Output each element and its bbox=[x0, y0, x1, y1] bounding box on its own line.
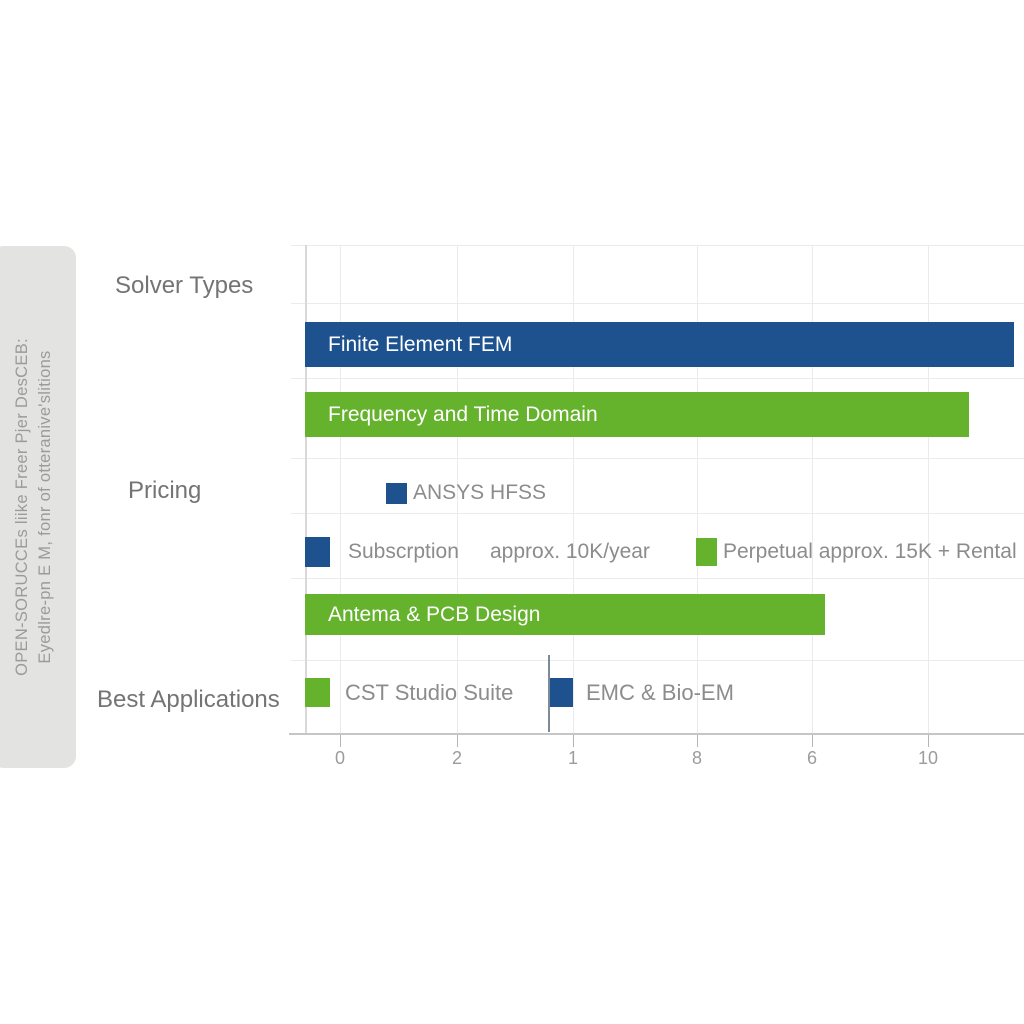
note-line-2: Eyedlre-pn E M, fonr of otteranive'sliti… bbox=[36, 350, 54, 664]
x-tick-mark bbox=[812, 735, 813, 747]
legend-label-emc-bio-em: EMC & Bio-EM bbox=[586, 680, 734, 705]
legend-swatch-emc-bio-em bbox=[550, 678, 573, 707]
gridline-horizontal bbox=[291, 303, 1024, 304]
row-label-pricing: Pricing bbox=[128, 477, 202, 504]
legend-detail-subscription: approx. 10K/year bbox=[490, 540, 650, 563]
x-axis-line bbox=[289, 733, 1024, 735]
legend-label-cst-studio-suite: CST Studio Suite bbox=[345, 680, 514, 705]
x-tick-mark bbox=[457, 735, 458, 747]
bar-label: Finite Element FEM bbox=[328, 332, 513, 356]
x-tick-mark bbox=[340, 735, 341, 747]
x-tick-label: 2 bbox=[451, 748, 462, 768]
x-tick-label: 6 bbox=[806, 748, 817, 768]
x-tick-mark bbox=[573, 735, 574, 747]
x-tick-mark bbox=[697, 735, 698, 747]
legend-swatch-ansys-hfss bbox=[386, 483, 407, 504]
legend-swatch-cst-studio-suite bbox=[305, 678, 330, 707]
gridline-horizontal bbox=[291, 578, 1024, 579]
gridline-horizontal bbox=[291, 245, 1024, 246]
x-tick-mark bbox=[928, 735, 929, 747]
bar-finite-element-fem: Finite Element FEM bbox=[305, 322, 1014, 367]
gridline-vertical bbox=[697, 245, 698, 733]
y-axis-line bbox=[305, 245, 307, 734]
note-line-1: OPEN-SORUCCEs liike Freer Pjer DesCEB: bbox=[13, 338, 31, 676]
legend-swatch-subscription bbox=[305, 537, 330, 567]
gridline-vertical bbox=[340, 245, 341, 733]
gridline-segment-dark bbox=[548, 655, 550, 732]
legend-label-subscription: Subscrption bbox=[348, 540, 459, 563]
x-tick-label: 8 bbox=[691, 748, 702, 768]
bar-label: Frequency and Time Domain bbox=[328, 402, 598, 426]
gridline-horizontal bbox=[291, 458, 1024, 459]
row-label-solver-types: Solver Types bbox=[115, 272, 254, 299]
gridline-vertical bbox=[573, 245, 574, 733]
gridline-vertical bbox=[812, 245, 813, 733]
x-tick-label: 10 bbox=[917, 748, 939, 768]
bar-antenna-pcb-design: Antema & PCB Design bbox=[305, 594, 825, 635]
gridline-vertical bbox=[928, 245, 929, 733]
row-label-best-applications: Best Applications bbox=[97, 686, 280, 713]
gridline-horizontal bbox=[291, 660, 1024, 661]
x-tick-label: 1 bbox=[567, 748, 578, 768]
legend-swatch-perpetual bbox=[696, 538, 717, 566]
rotated-note-text: OPEN-SORUCCEs liike Freer Pjer DesCEB: E… bbox=[11, 272, 57, 742]
x-tick-label: 0 bbox=[334, 748, 345, 768]
gridline-vertical bbox=[457, 245, 458, 733]
gridline-horizontal bbox=[291, 513, 1024, 514]
rotated-note-panel: OPEN-SORUCCEs liike Freer Pjer DesCEB: E… bbox=[0, 246, 76, 768]
legend-label-perpetual: Perpetual approx. 15K + Rental bbox=[723, 540, 1017, 563]
legend-label-ansys-hfss: ANSYS HFSS bbox=[413, 481, 547, 504]
bar-frequency-time-domain: Frequency and Time Domain bbox=[305, 392, 969, 437]
bar-label: Antema & PCB Design bbox=[328, 602, 541, 626]
gridline-horizontal bbox=[291, 378, 1024, 379]
